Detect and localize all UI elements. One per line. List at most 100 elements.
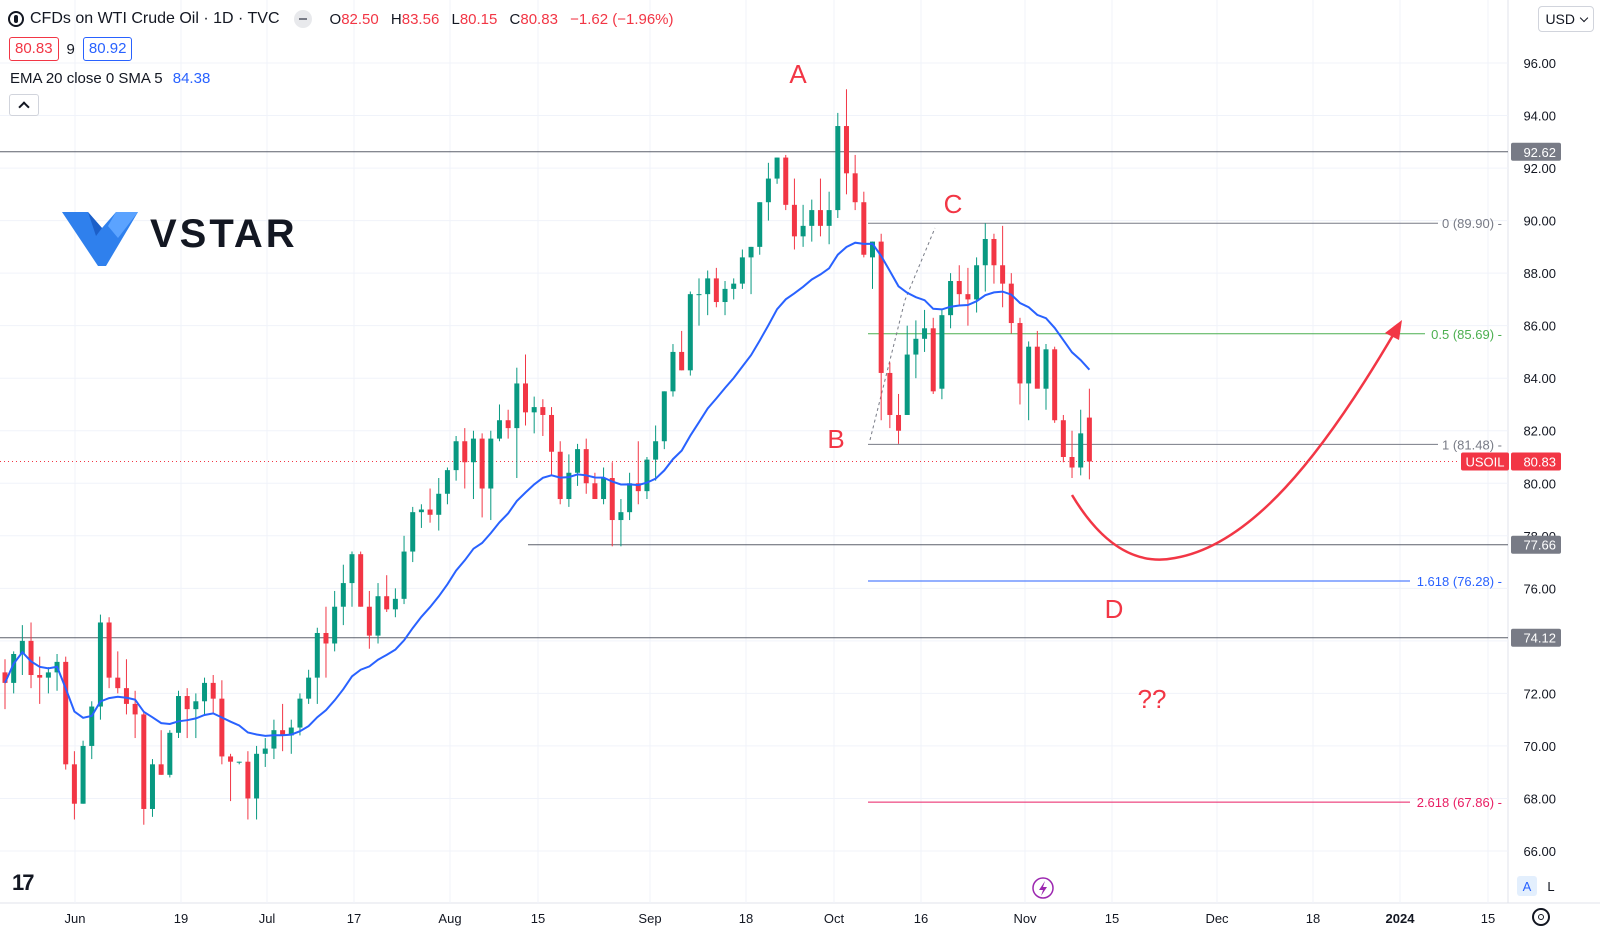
candle[interactable] — [557, 441, 563, 505]
candle[interactable] — [948, 273, 954, 329]
candle[interactable] — [922, 309, 928, 352]
candle[interactable] — [1008, 273, 1014, 334]
candle[interactable] — [63, 656, 69, 770]
candle[interactable] — [89, 701, 95, 760]
candle[interactable] — [627, 472, 633, 521]
sell-button[interactable]: 80.83 — [9, 37, 59, 61]
candle[interactable] — [791, 178, 797, 250]
candle[interactable] — [496, 404, 502, 442]
candle[interactable] — [132, 690, 138, 739]
candle[interactable] — [991, 233, 997, 284]
candle[interactable] — [670, 344, 676, 397]
candle[interactable] — [11, 651, 17, 694]
candle[interactable] — [939, 309, 945, 400]
candle[interactable] — [748, 246, 754, 295]
candle[interactable] — [123, 659, 129, 715]
candle[interactable] — [713, 267, 719, 308]
candle[interactable] — [1060, 414, 1066, 463]
time-axis[interactable]: Jun 19 Jul 17 Aug 15 Sep 18 Oct 16 Nov 15 Dec 18 2024 1… — [65, 911, 1496, 926]
candle[interactable] — [37, 656, 43, 704]
candle[interactable] — [167, 730, 173, 778]
candle[interactable] — [444, 467, 450, 505]
candle[interactable] — [392, 588, 398, 618]
candle[interactable] — [965, 267, 971, 326]
candle[interactable] — [436, 478, 442, 531]
candle[interactable] — [1069, 430, 1075, 479]
candle[interactable] — [219, 680, 225, 765]
candle[interactable] — [297, 693, 303, 736]
candle[interactable] — [896, 393, 902, 444]
candle[interactable] — [349, 551, 355, 607]
candle[interactable] — [757, 202, 763, 255]
candle[interactable] — [228, 753, 234, 802]
candle[interactable] — [1078, 409, 1084, 476]
candle[interactable] — [115, 651, 121, 694]
candle[interactable] — [358, 551, 364, 607]
candle[interactable] — [254, 745, 260, 820]
candle[interactable] — [106, 617, 112, 689]
price-axis[interactable]: 66.0068.0070.0072.0074.0076.0078.0080.00… — [1461, 56, 1561, 859]
candle[interactable] — [887, 362, 893, 429]
candle[interactable] — [774, 157, 780, 184]
currency-select[interactable]: USD — [1538, 6, 1594, 32]
candle[interactable] — [314, 627, 320, 704]
candle[interactable] — [427, 488, 433, 523]
candle[interactable] — [202, 677, 208, 715]
candle[interactable] — [835, 112, 841, 218]
candle[interactable] — [800, 204, 806, 247]
candle[interactable] — [375, 583, 381, 644]
candle[interactable] — [176, 690, 181, 739]
collapse-legend-button[interactable] — [9, 94, 39, 116]
candle[interactable] — [1086, 388, 1092, 480]
gear-icon[interactable] — [1532, 908, 1550, 926]
candle[interactable] — [488, 430, 494, 521]
auto-scale-button[interactable]: A — [1517, 876, 1537, 896]
candle[interactable] — [236, 761, 242, 765]
buy-button[interactable]: 80.92 — [82, 37, 133, 61]
candle[interactable] — [817, 178, 823, 237]
candle[interactable] — [28, 622, 34, 689]
candle[interactable] — [765, 162, 771, 221]
candle[interactable] — [731, 278, 737, 300]
candle[interactable] — [843, 89, 849, 195]
candle[interactable] — [566, 454, 572, 507]
candle[interactable] — [184, 688, 190, 739]
candle[interactable] — [531, 396, 537, 434]
candle[interactable] — [696, 278, 702, 326]
candle[interactable] — [852, 154, 858, 211]
candle[interactable] — [366, 590, 372, 649]
candle[interactable] — [575, 443, 581, 486]
candle[interactable] — [1000, 225, 1006, 308]
candle[interactable] — [1026, 341, 1032, 421]
candle[interactable] — [418, 504, 424, 528]
candle[interactable] — [80, 740, 86, 804]
candle[interactable] — [878, 233, 884, 421]
indicator-legend[interactable]: EMA 20 close 0 SMA 5 84.38 — [10, 70, 210, 87]
candle[interactable] — [661, 391, 667, 450]
candle[interactable] — [323, 606, 329, 678]
candle[interactable] — [913, 320, 919, 379]
candle[interactable] — [826, 191, 832, 245]
candle[interactable] — [149, 759, 155, 817]
candle[interactable] — [193, 693, 199, 739]
candle[interactable] — [687, 291, 693, 376]
candle[interactable] — [783, 154, 789, 211]
candle[interactable] — [514, 367, 520, 479]
candle[interactable] — [141, 711, 147, 825]
candle[interactable] — [982, 223, 988, 292]
candle[interactable] — [956, 265, 962, 305]
candle[interactable] — [583, 438, 589, 494]
candle[interactable] — [245, 751, 251, 820]
candle[interactable] — [635, 441, 641, 505]
candle[interactable] — [549, 407, 555, 476]
candle[interactable] — [722, 281, 728, 316]
candle[interactable] — [618, 499, 624, 547]
candle[interactable] — [453, 435, 459, 481]
candle[interactable] — [609, 462, 615, 547]
candle[interactable] — [210, 675, 216, 715]
candle[interactable] — [653, 425, 659, 481]
tradingview-logo[interactable]: 17 — [12, 870, 35, 895]
candle[interactable] — [19, 625, 25, 676]
candle[interactable] — [479, 433, 485, 518]
